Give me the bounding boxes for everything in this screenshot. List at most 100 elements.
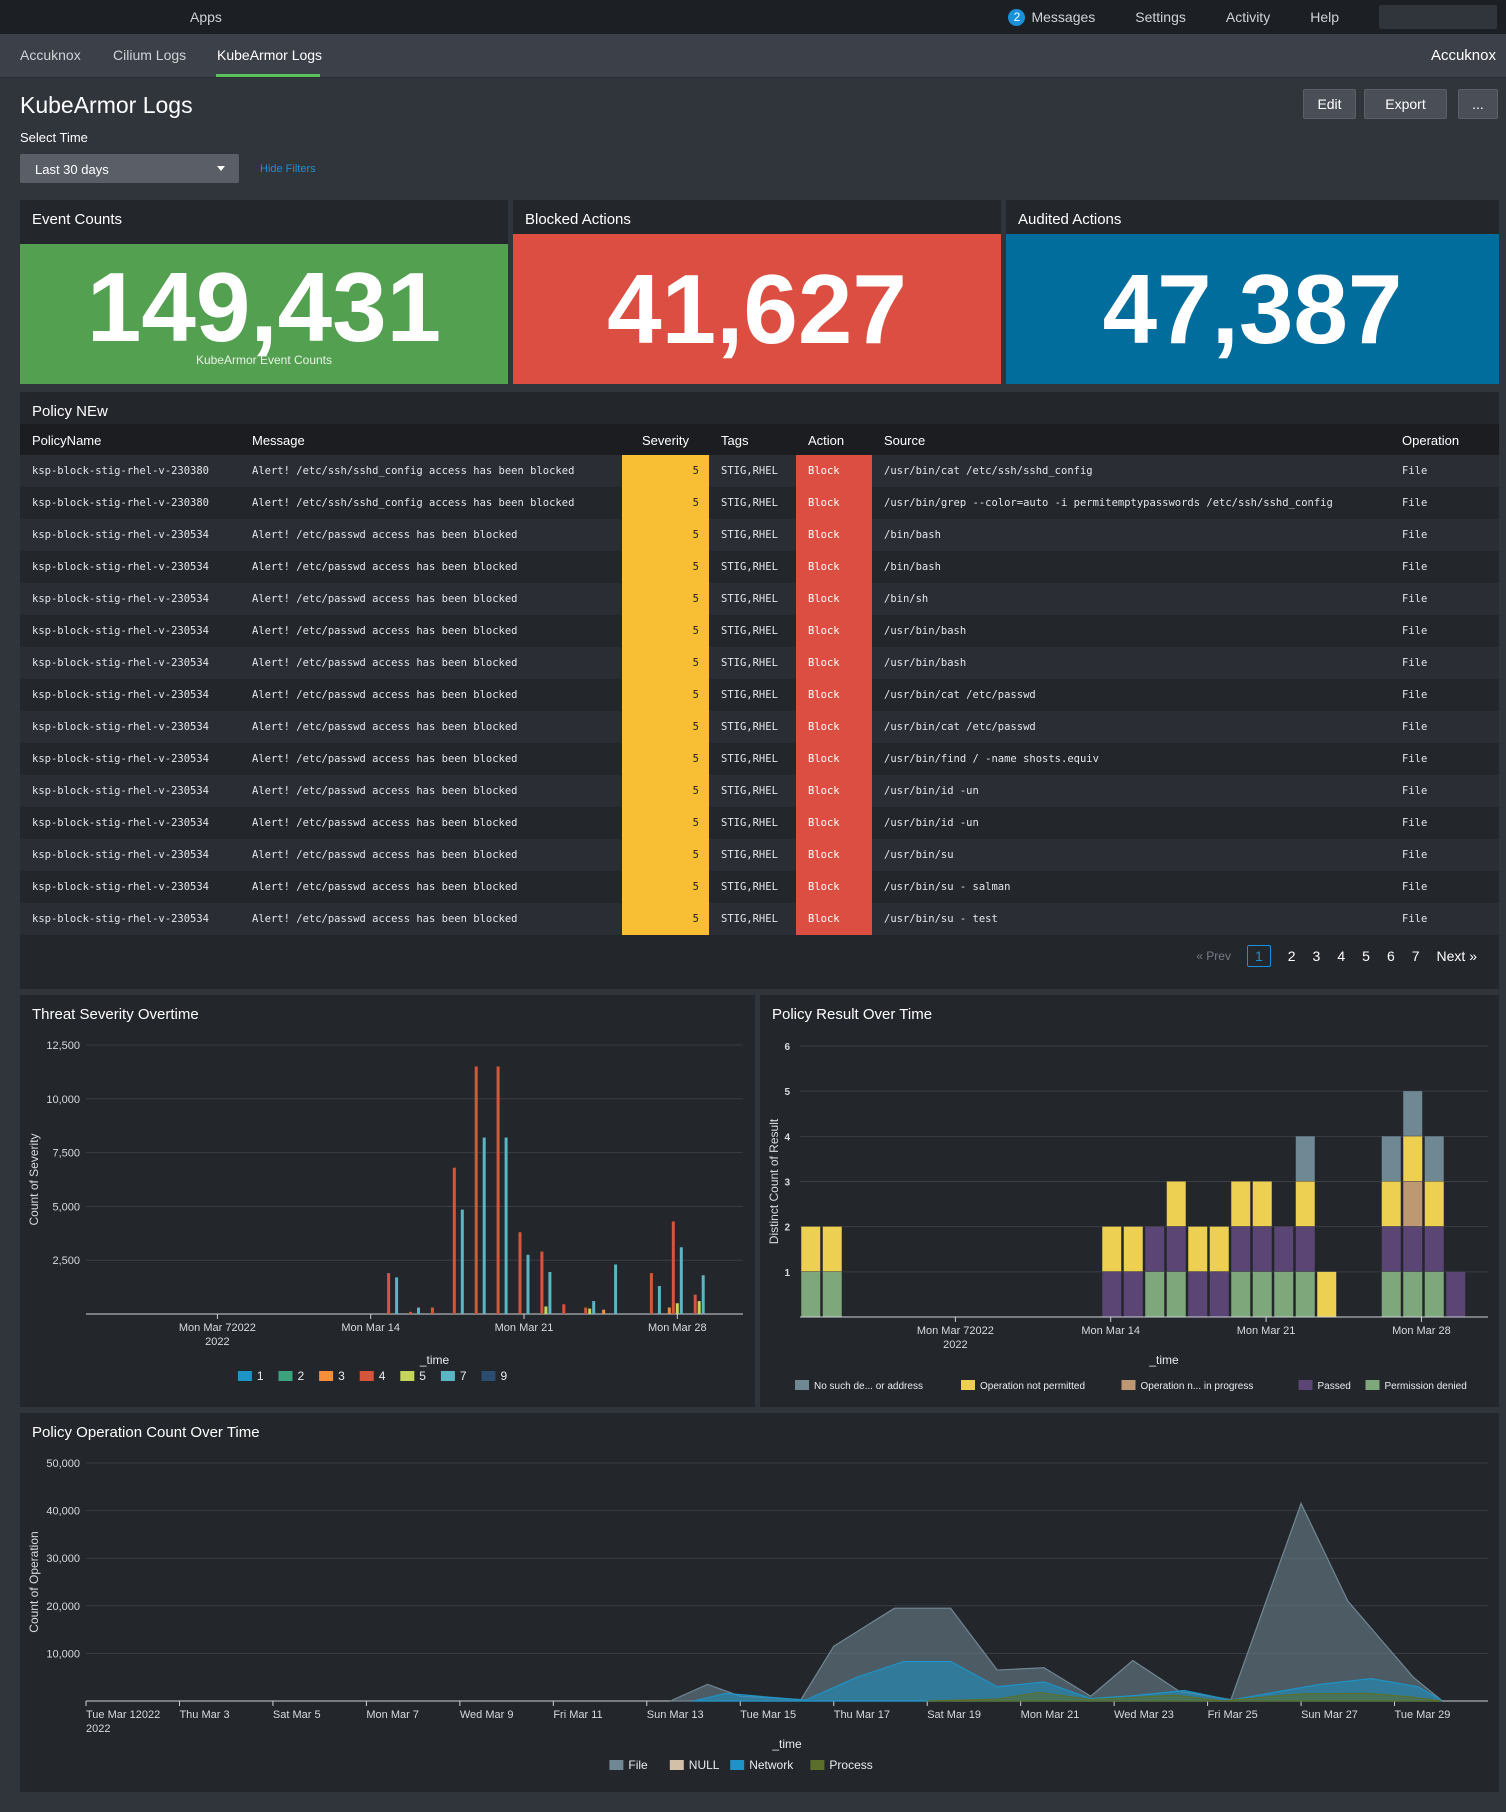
cell-action: Block bbox=[796, 455, 872, 487]
y-axis-title: Count of Severity bbox=[27, 1133, 41, 1225]
x-tick-label: Mon Mar 14 bbox=[1081, 1325, 1140, 1337]
result-bar-segment bbox=[1317, 1271, 1337, 1317]
cell-policyname: ksp-block-stig-rhel-v-230534 bbox=[20, 647, 240, 679]
table-row[interactable]: ksp-block-stig-rhel-v-230534 Alert! /etc/… bbox=[20, 647, 1499, 679]
severity-bar-7 bbox=[504, 1137, 508, 1314]
table-row[interactable]: ksp-block-stig-rhel-v-230380 Alert! /etc/… bbox=[20, 455, 1499, 487]
cell-message: Alert! /etc/ssh/sshd_config access has b… bbox=[240, 487, 622, 519]
table-row[interactable]: ksp-block-stig-rhel-v-230534 Alert! /etc/… bbox=[20, 903, 1499, 935]
page-button-7[interactable]: 7 bbox=[1411, 948, 1420, 964]
y-axis-title: Count of Operation bbox=[27, 1531, 41, 1632]
table-row[interactable]: ksp-block-stig-rhel-v-230534 Alert! /etc/… bbox=[20, 679, 1499, 711]
x-tick-label: Tue Mar 29 bbox=[1395, 1709, 1451, 1721]
severity-bar-4 bbox=[474, 1066, 478, 1314]
hide-filters-link[interactable]: Hide Filters bbox=[260, 163, 316, 175]
tab-cilium-logs[interactable]: Cilium Logs bbox=[113, 47, 187, 63]
panel-title: Policy NEw bbox=[32, 403, 108, 420]
cell-source: /usr/bin/su - test bbox=[872, 903, 1390, 935]
table-row[interactable]: ksp-block-stig-rhel-v-230380 Alert! /etc/… bbox=[20, 487, 1499, 519]
table-row[interactable]: ksp-block-stig-rhel-v-230534 Alert! /etc/… bbox=[20, 743, 1499, 775]
cell-action: Block bbox=[796, 647, 872, 679]
chart-title: Policy Operation Count Over Time bbox=[32, 1424, 260, 1441]
apps-menu[interactable]: Apps bbox=[190, 9, 222, 25]
page-button-3[interactable]: 3 bbox=[1312, 948, 1321, 964]
page-button-1[interactable]: 1 bbox=[1246, 945, 1271, 967]
table-row[interactable]: ksp-block-stig-rhel-v-230534 Alert! /etc/… bbox=[20, 551, 1499, 583]
result-bar-segment bbox=[1403, 1091, 1423, 1136]
legend-label: 3 bbox=[338, 1369, 345, 1383]
x-axis-title: _time bbox=[1148, 1353, 1179, 1367]
result-bar-segment bbox=[1188, 1226, 1208, 1272]
table-row[interactable]: ksp-block-stig-rhel-v-230534 Alert! /etc/… bbox=[20, 839, 1499, 871]
cell-operation: File bbox=[1390, 903, 1499, 935]
column-header-operation[interactable]: Operation bbox=[1390, 424, 1499, 455]
result-bar-segment bbox=[1295, 1271, 1315, 1317]
y-tick-label: 2,500 bbox=[52, 1255, 80, 1267]
cell-message: Alert! /etc/passwd access has been block… bbox=[240, 903, 622, 935]
activity-menu[interactable]: Activity bbox=[1225, 9, 1271, 25]
y-tick-label: 6 bbox=[784, 1042, 790, 1053]
edit-button[interactable]: Edit bbox=[1303, 89, 1356, 119]
legend-label: Permission denied bbox=[1385, 1381, 1467, 1392]
cell-operation: File bbox=[1390, 647, 1499, 679]
table-row[interactable]: ksp-block-stig-rhel-v-230534 Alert! /etc/… bbox=[20, 615, 1499, 647]
policy-result-chart: 1 2 3 4 5 6 Mon Mar 72022 2022 Mon Mar 14 Mon Mar… bbox=[767, 1042, 1488, 1392]
time-range-dropdown[interactable]: Last 30 days bbox=[20, 154, 239, 183]
result-bar-segment bbox=[1166, 1271, 1186, 1317]
help-menu[interactable]: Help bbox=[1310, 9, 1339, 25]
cell-severity: 5 bbox=[622, 551, 709, 583]
y-tick-label: 2 bbox=[784, 1223, 790, 1234]
policy-operation-chart: 10,000 20,000 30,000 40,000 50,000 Tue Mar 12… bbox=[27, 1458, 1488, 1772]
tab-kubearmor-logs[interactable]: KubeArmor Logs bbox=[217, 47, 323, 63]
cell-policyname: ksp-block-stig-rhel-v-230534 bbox=[20, 583, 240, 615]
severity-bar-5 bbox=[675, 1303, 679, 1314]
table-row[interactable]: ksp-block-stig-rhel-v-230534 Alert! /etc/… bbox=[20, 871, 1499, 903]
result-bar-segment bbox=[822, 1226, 842, 1272]
cell-action: Block bbox=[796, 487, 872, 519]
cell-message: Alert! /etc/passwd access has been block… bbox=[240, 551, 622, 583]
more-actions-button[interactable]: ... bbox=[1458, 89, 1498, 119]
page-button-5[interactable]: 5 bbox=[1362, 948, 1370, 964]
cell-action: Block bbox=[796, 807, 872, 839]
column-header-severity[interactable]: Severity bbox=[622, 424, 709, 455]
event-counts-panel: Event Counts 149,431 KubeArmor Event Cou… bbox=[20, 200, 508, 384]
cell-source: /usr/bin/find / -name shosts.equiv bbox=[872, 743, 1390, 775]
table-row[interactable]: ksp-block-stig-rhel-v-230534 Alert! /etc/… bbox=[20, 807, 1499, 839]
cell-severity: 5 bbox=[622, 455, 709, 487]
result-bar-segment bbox=[1145, 1226, 1165, 1272]
table-row[interactable]: ksp-block-stig-rhel-v-230534 Alert! /etc/… bbox=[20, 711, 1499, 743]
cell-tags: STIG,RHEL bbox=[709, 871, 796, 903]
column-header-message[interactable]: Message bbox=[240, 424, 622, 455]
messages-menu[interactable]: 2 Messages bbox=[1008, 8, 1096, 26]
cell-source: /bin/bash bbox=[872, 551, 1390, 583]
column-header-action[interactable]: Action bbox=[796, 424, 872, 455]
page-button-2[interactable]: 2 bbox=[1287, 948, 1296, 964]
cell-source: /usr/bin/bash bbox=[872, 615, 1390, 647]
y-tick-label: 50,000 bbox=[46, 1458, 80, 1470]
y-axis-title: Distinct Count of Result bbox=[767, 1118, 781, 1244]
column-header-tags[interactable]: Tags bbox=[709, 424, 796, 455]
severity-bar-5 bbox=[544, 1306, 548, 1314]
export-button[interactable]: Export bbox=[1364, 89, 1447, 119]
cell-message: Alert! /etc/passwd access has been block… bbox=[240, 839, 622, 871]
table-row[interactable]: ksp-block-stig-rhel-v-230534 Alert! /etc/… bbox=[20, 775, 1499, 807]
search-input[interactable] bbox=[1379, 5, 1497, 29]
result-bar-segment bbox=[1446, 1271, 1466, 1317]
cell-message: Alert! /etc/passwd access has been block… bbox=[240, 711, 622, 743]
tab-accuknox[interactable]: Accuknox bbox=[20, 47, 81, 63]
cell-severity: 5 bbox=[622, 903, 709, 935]
next-page-button[interactable]: Next » bbox=[1436, 948, 1477, 964]
page-button-6[interactable]: 6 bbox=[1386, 948, 1395, 964]
page-button-4[interactable]: 4 bbox=[1337, 948, 1346, 964]
settings-menu[interactable]: Settings bbox=[1135, 9, 1186, 25]
column-header-policyname[interactable]: PolicyName bbox=[20, 424, 240, 455]
legend-swatch bbox=[961, 1380, 975, 1390]
cell-severity: 5 bbox=[622, 487, 709, 519]
x-tick-label: Thu Mar 3 bbox=[179, 1709, 229, 1721]
column-header-source[interactable]: Source bbox=[872, 424, 1390, 455]
prev-page-button[interactable]: « Prev bbox=[1196, 949, 1231, 963]
table-row[interactable]: ksp-block-stig-rhel-v-230534 Alert! /etc/… bbox=[20, 519, 1499, 551]
messages-label: Messages bbox=[1031, 9, 1096, 25]
cell-operation: File bbox=[1390, 743, 1499, 775]
table-row[interactable]: ksp-block-stig-rhel-v-230534 Alert! /etc/… bbox=[20, 583, 1499, 615]
